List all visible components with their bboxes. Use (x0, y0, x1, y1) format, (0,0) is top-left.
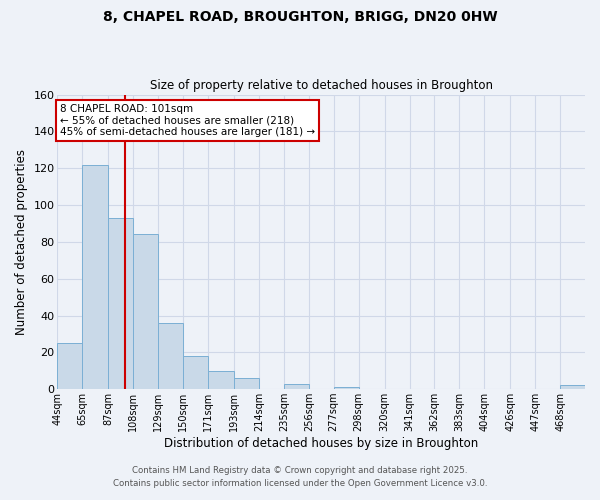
Text: 8, CHAPEL ROAD, BROUGHTON, BRIGG, DN20 0HW: 8, CHAPEL ROAD, BROUGHTON, BRIGG, DN20 0… (103, 10, 497, 24)
Title: Size of property relative to detached houses in Broughton: Size of property relative to detached ho… (150, 79, 493, 92)
Bar (58, 343, 82, 389)
X-axis label: Distribution of detached houses by size in Broughton: Distribution of detached houses by size … (164, 437, 478, 450)
Bar (284, 384, 309, 389)
Bar (183, 356, 208, 389)
Bar (109, 218, 133, 389)
Bar (133, 234, 158, 389)
Bar (560, 386, 585, 389)
Bar (334, 388, 359, 389)
Bar (234, 378, 259, 389)
Text: Contains HM Land Registry data © Crown copyright and database right 2025.
Contai: Contains HM Land Registry data © Crown c… (113, 466, 487, 487)
Y-axis label: Number of detached properties: Number of detached properties (15, 149, 28, 335)
Bar (208, 371, 234, 389)
Bar (158, 323, 183, 389)
Text: 8 CHAPEL ROAD: 101sqm
← 55% of detached houses are smaller (218)
45% of semi-det: 8 CHAPEL ROAD: 101sqm ← 55% of detached … (60, 104, 315, 137)
Bar (82, 164, 109, 389)
